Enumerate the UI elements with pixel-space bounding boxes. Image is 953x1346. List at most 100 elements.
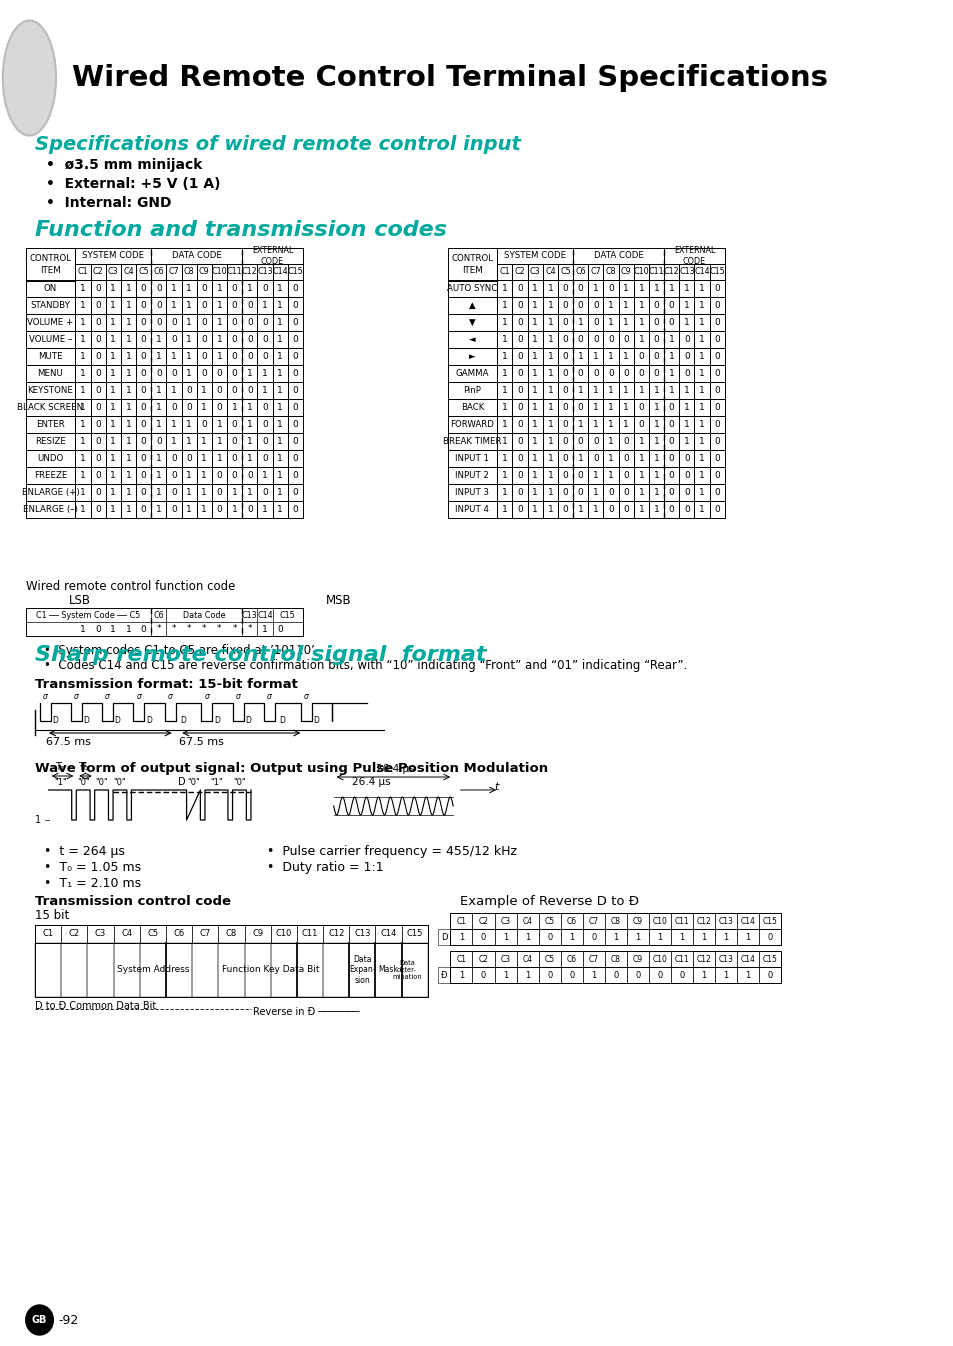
Text: 0: 0 — [186, 454, 192, 463]
Text: 0: 0 — [622, 471, 628, 481]
Text: *: * — [233, 625, 236, 634]
Text: D: D — [146, 716, 152, 725]
Bar — [494, 913, 516, 929]
Bar — [212, 416, 227, 433]
Text: KEYSTONE: KEYSTONE — [28, 386, 73, 394]
Bar — [166, 382, 181, 398]
Text: 1: 1 — [216, 284, 222, 293]
Bar — [588, 416, 603, 433]
Bar — [582, 929, 604, 945]
Bar — [663, 314, 679, 331]
Text: 1: 1 — [501, 335, 507, 345]
Bar — [106, 365, 121, 382]
Text: 0: 0 — [262, 420, 268, 429]
Bar — [106, 331, 121, 349]
Text: *: * — [247, 625, 252, 634]
Text: BACK: BACK — [460, 402, 483, 412]
Bar — [709, 349, 724, 365]
Text: C5: C5 — [544, 954, 554, 964]
Bar — [196, 297, 212, 314]
Text: 1: 1 — [111, 302, 116, 310]
Text: C15: C15 — [406, 930, 422, 938]
Bar — [166, 485, 181, 501]
Text: *: * — [172, 625, 176, 634]
Bar — [26, 365, 75, 382]
Bar — [257, 365, 273, 382]
Text: 0: 0 — [683, 454, 689, 463]
Bar — [527, 450, 542, 467]
Bar — [759, 929, 781, 945]
Bar — [737, 913, 759, 929]
Bar — [244, 925, 271, 944]
Bar — [151, 450, 166, 467]
Bar — [26, 450, 75, 467]
Text: 1: 1 — [607, 454, 614, 463]
Bar — [633, 382, 648, 398]
Text: 1: 1 — [547, 353, 553, 361]
Bar — [648, 929, 670, 945]
Text: 0: 0 — [232, 454, 237, 463]
Bar — [181, 433, 196, 450]
Text: 1: 1 — [622, 402, 628, 412]
Text: 1: 1 — [277, 489, 283, 497]
Bar — [709, 501, 724, 518]
Text: 1: 1 — [547, 505, 553, 514]
Bar — [121, 331, 136, 349]
Bar — [88, 944, 113, 997]
Text: 1: 1 — [593, 505, 598, 514]
Text: 1: 1 — [578, 318, 583, 327]
Text: •  ø3.5 mm minijack: • ø3.5 mm minijack — [46, 157, 202, 172]
Bar — [447, 485, 497, 501]
Bar — [288, 398, 302, 416]
Text: σ: σ — [73, 692, 79, 701]
Text: 1: 1 — [501, 505, 507, 514]
Bar — [106, 433, 121, 450]
Text: INPUT 2: INPUT 2 — [455, 471, 489, 481]
Bar — [648, 467, 663, 485]
Bar — [212, 331, 227, 349]
Text: 1: 1 — [653, 284, 659, 293]
Bar — [588, 450, 603, 467]
Bar — [604, 966, 626, 983]
Bar — [527, 349, 542, 365]
Bar — [663, 467, 679, 485]
Bar — [288, 331, 302, 349]
Text: 1: 1 — [699, 471, 704, 481]
Bar — [527, 501, 542, 518]
Bar — [227, 349, 242, 365]
Text: 1: 1 — [668, 284, 674, 293]
Text: 1: 1 — [277, 454, 283, 463]
Text: 1: 1 — [532, 454, 537, 463]
Text: 0: 0 — [668, 402, 674, 412]
Text: 1: 1 — [593, 353, 598, 361]
Text: 0: 0 — [622, 369, 628, 378]
Bar — [91, 280, 106, 297]
Text: 1: 1 — [699, 369, 704, 378]
Bar — [542, 314, 558, 331]
Text: 1: 1 — [126, 420, 132, 429]
Text: C2: C2 — [69, 930, 80, 938]
Bar — [497, 416, 512, 433]
Bar — [527, 297, 542, 314]
Text: 1: 1 — [699, 402, 704, 412]
Text: 0: 0 — [95, 471, 101, 481]
Text: 1: 1 — [699, 284, 704, 293]
Text: 1: 1 — [547, 437, 553, 446]
Bar — [181, 382, 196, 398]
Bar — [663, 349, 679, 365]
Text: 1: 1 — [638, 302, 643, 310]
Bar — [558, 314, 573, 331]
Text: 0: 0 — [95, 454, 101, 463]
Text: 0: 0 — [517, 454, 522, 463]
Text: C7: C7 — [590, 268, 600, 276]
Text: C10: C10 — [212, 268, 227, 276]
Bar — [694, 450, 709, 467]
Bar — [273, 280, 288, 297]
Text: 0: 0 — [714, 454, 720, 463]
Text: 1: 1 — [683, 318, 689, 327]
Text: C7: C7 — [588, 917, 598, 926]
Text: 0: 0 — [171, 318, 176, 327]
Bar — [603, 485, 618, 501]
Text: "0": "0" — [95, 778, 108, 787]
Text: 1: 1 — [80, 420, 86, 429]
